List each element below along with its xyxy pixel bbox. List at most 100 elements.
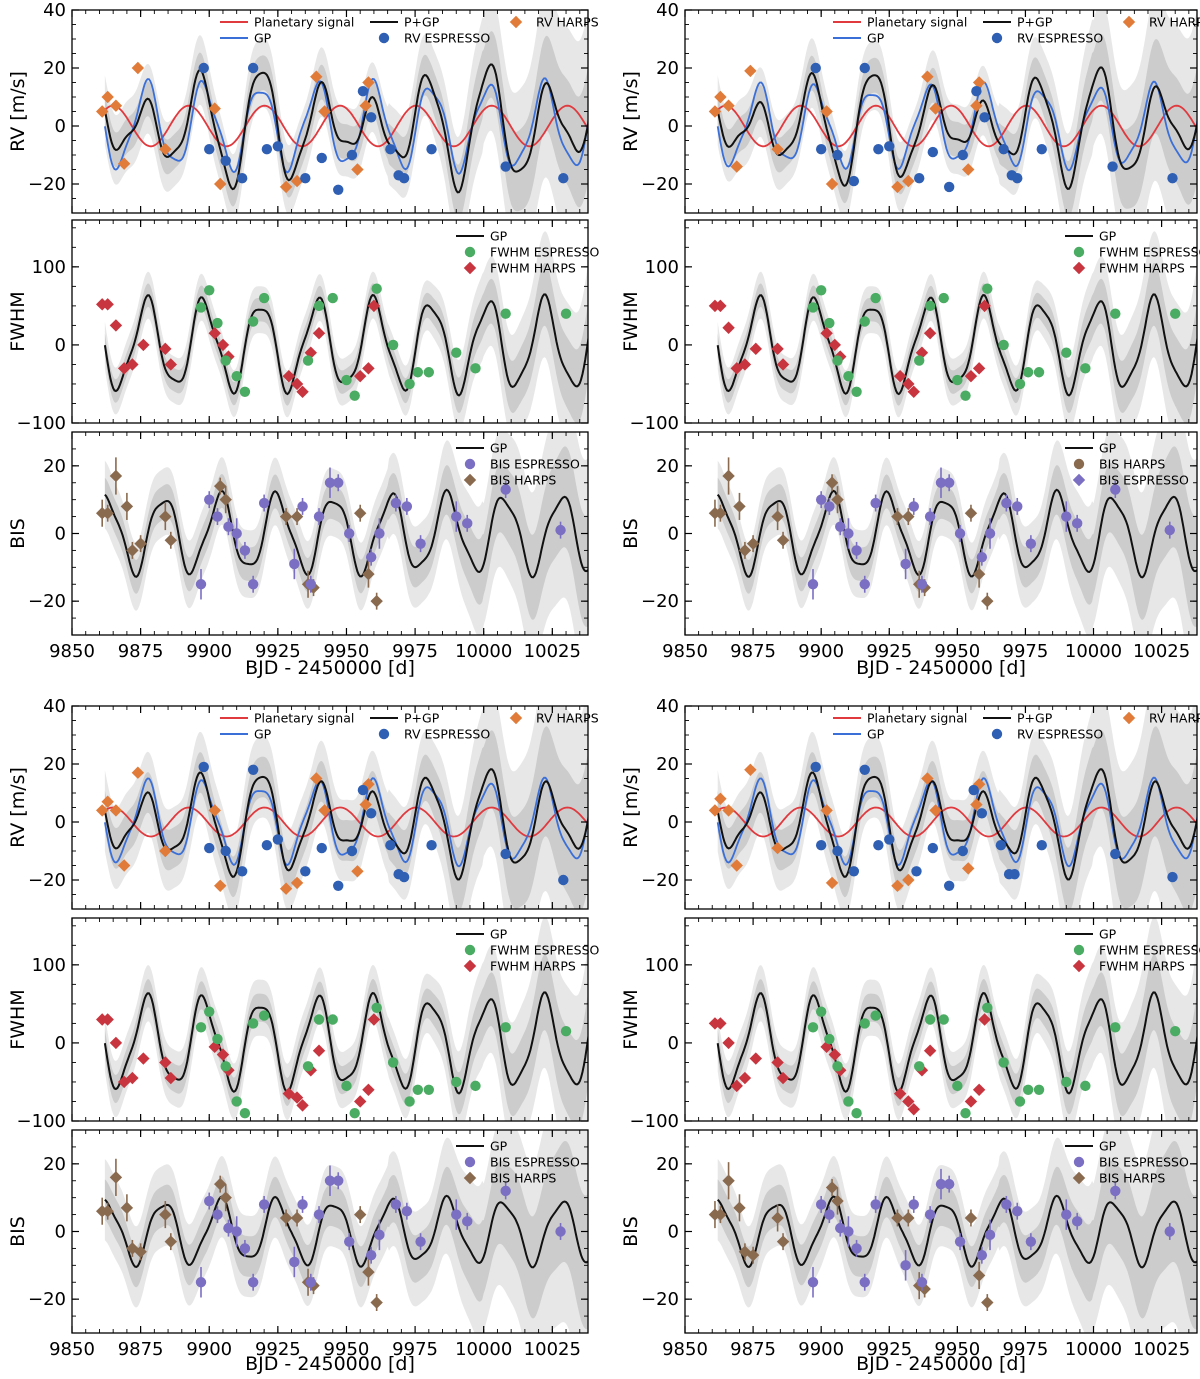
espresso-point [212, 1033, 223, 1045]
legend-label: GP [490, 1139, 508, 1154]
espresso-point [851, 545, 862, 556]
espresso-point [349, 1107, 360, 1119]
harps-point [820, 105, 833, 118]
espresso-point [349, 390, 360, 401]
espresso-point [815, 494, 827, 505]
legend-swatch [991, 728, 1003, 740]
harps-point [831, 493, 844, 506]
harps-point [893, 1087, 907, 1100]
espresso-point [398, 173, 410, 184]
harps-point [290, 1211, 304, 1225]
harps-point [746, 537, 760, 550]
axes-frame [71, 219, 589, 424]
harps-point [929, 102, 942, 115]
harps-point [776, 358, 790, 371]
espresso-point [451, 1076, 462, 1088]
y-axis-label: RV [m/s] [620, 767, 642, 848]
legend: Planetary signal P+GP RV HARPS GP RV ESPRESS… [220, 15, 599, 46]
harps-point [923, 1044, 937, 1057]
espresso-point [911, 866, 922, 877]
y-axis-label: FWHM [7, 291, 29, 351]
legend-label: P+GP [404, 15, 440, 30]
espresso-point [239, 386, 251, 397]
legend-label: RV ESPRESSO [1017, 727, 1103, 742]
y-tick-label: 40 [656, 0, 679, 21]
harps-point [370, 1296, 383, 1309]
harps-point [126, 544, 139, 557]
espresso-point [843, 1226, 854, 1237]
espresso-point [1071, 518, 1083, 529]
espresso-point [500, 848, 511, 860]
espresso-point [297, 1199, 308, 1210]
harps-point [362, 362, 375, 375]
espresso-point [385, 840, 396, 851]
harps-point [131, 61, 145, 75]
x-tick-label: 9900 [186, 1339, 232, 1360]
espresso-point [824, 501, 835, 512]
espresso-point [1033, 1084, 1045, 1095]
harps-point [722, 1036, 735, 1050]
y-tick-label: −20 [641, 591, 679, 612]
harps-point [214, 479, 227, 493]
espresso-point [984, 1229, 996, 1241]
harps-point [722, 1174, 735, 1187]
x-tick-label: 9900 [186, 641, 232, 662]
harps-point [902, 1211, 915, 1225]
espresso-point [1110, 1185, 1121, 1197]
espresso-point [231, 370, 242, 382]
espresso-point [1061, 1076, 1072, 1088]
espresso-point [908, 501, 919, 512]
espresso-point [979, 112, 990, 123]
legend-label: Planetary signal [254, 711, 354, 726]
espresso-point [333, 880, 344, 891]
harps-point [279, 882, 293, 895]
espresso-point [824, 317, 835, 329]
x-tick-label: 9850 [49, 1339, 95, 1360]
espresso-point [261, 144, 273, 155]
espresso-point [374, 1229, 385, 1241]
espresso-point [412, 1084, 424, 1095]
harps-point [820, 804, 833, 817]
espresso-point [387, 339, 399, 351]
espresso-point [357, 86, 369, 97]
x-tick-label: 10000 [1065, 641, 1122, 662]
espresso-point [952, 374, 963, 386]
harps-point [962, 862, 975, 875]
espresso-point [943, 477, 955, 488]
espresso-point [851, 1243, 862, 1254]
harps-point [730, 160, 743, 173]
espresso-point [272, 141, 284, 152]
harps-point [208, 327, 221, 340]
harps-point [117, 859, 131, 872]
harps-point [101, 795, 114, 808]
espresso-point [387, 1057, 399, 1068]
legend-swatch [463, 959, 477, 973]
espresso-point [1061, 511, 1072, 522]
harps-point [714, 1017, 727, 1030]
espresso-point [305, 579, 316, 590]
harps-point [109, 1036, 123, 1050]
espresso-point [859, 579, 870, 590]
harps-point [310, 772, 323, 785]
harps-point [109, 469, 123, 483]
espresso-point [960, 1107, 971, 1119]
espresso-point [223, 521, 234, 532]
espresso-point [204, 144, 215, 155]
espresso-point [884, 834, 895, 845]
harps-point [296, 1099, 309, 1112]
legend-label: BIS ESPRESSO [490, 457, 580, 472]
harps-point [95, 105, 109, 118]
harps-point [279, 510, 293, 523]
harps-point [923, 327, 937, 340]
espresso-point [204, 494, 215, 505]
harps-point [828, 338, 841, 352]
harps-point [216, 338, 230, 352]
gp-line [103, 991, 588, 1095]
espresso-point [313, 300, 325, 312]
espresso-point [239, 545, 251, 556]
harps-point [164, 358, 178, 371]
harps-point [219, 1191, 232, 1204]
espresso-point [998, 144, 1009, 155]
plot-area [95, 1130, 588, 1333]
